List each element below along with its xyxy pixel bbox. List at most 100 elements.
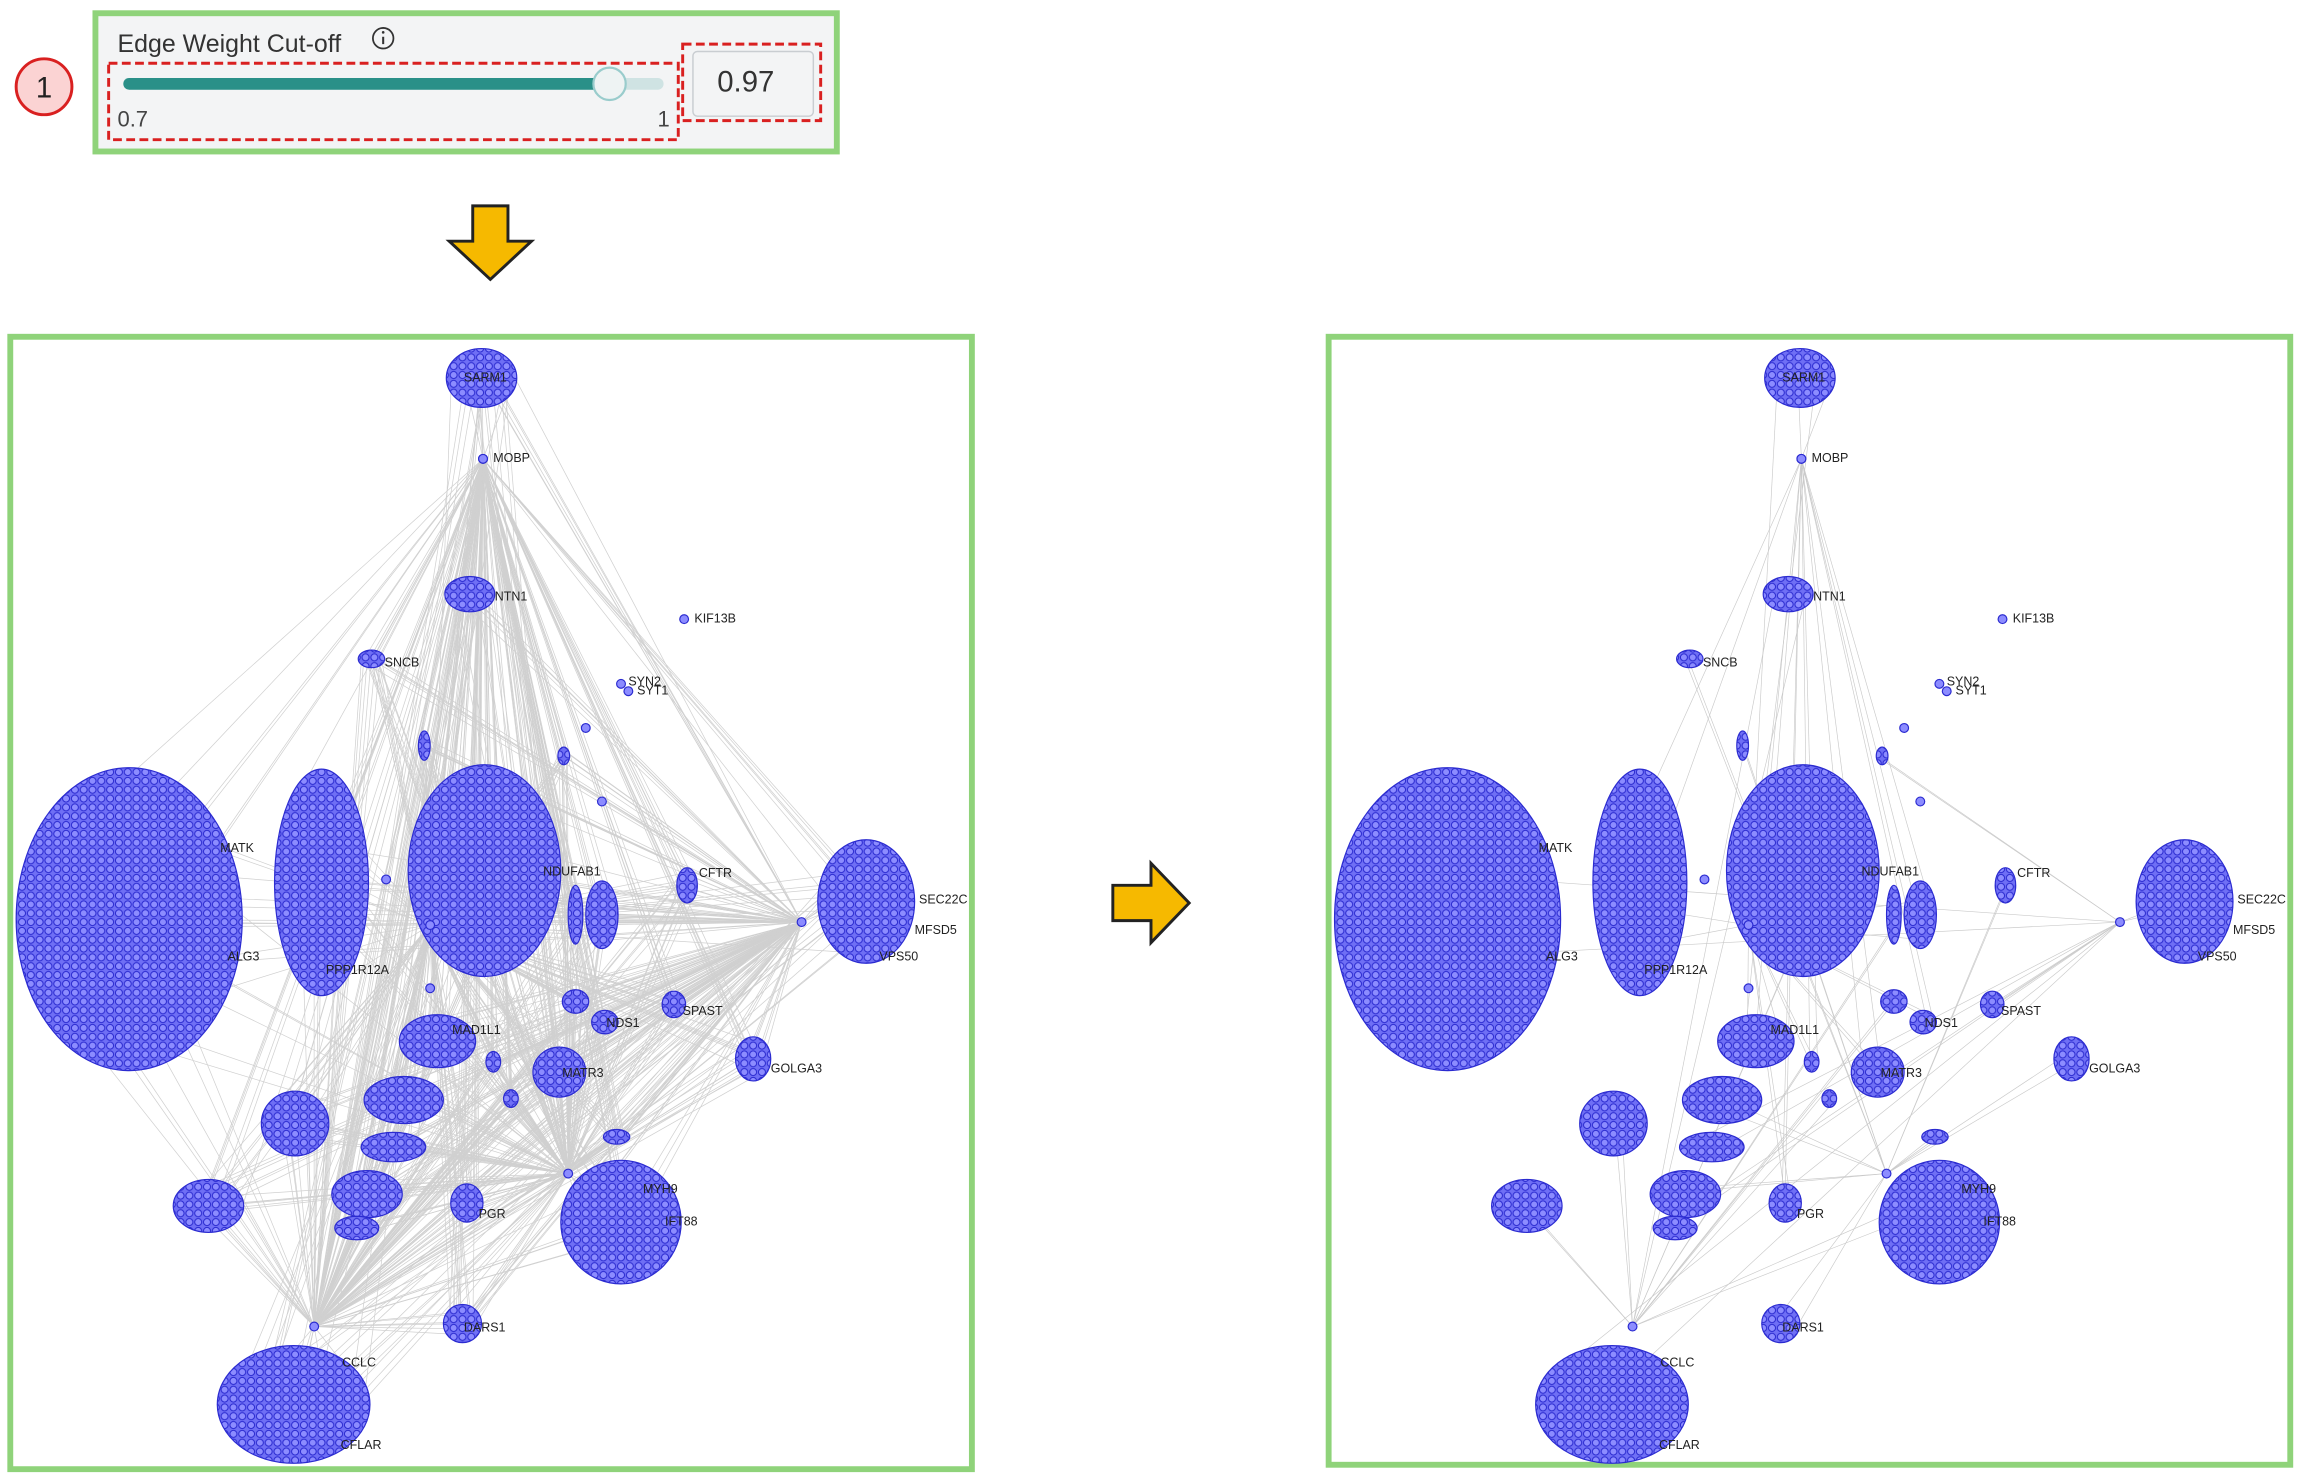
node [425, 920, 436, 931]
node [1796, 453, 1807, 464]
node-label: PGR [479, 1207, 506, 1221]
node-label: MOBP [493, 451, 530, 465]
node-cluster [1768, 1183, 1802, 1223]
node-cluster [1994, 867, 2017, 904]
edge [313, 1000, 676, 1327]
edge [191, 1027, 315, 1327]
edge [597, 921, 802, 1197]
slider[interactable]: 0.7 1 [117, 66, 670, 132]
node [1915, 796, 1926, 807]
edge [454, 1173, 569, 1311]
edge [490, 375, 802, 923]
edge [757, 921, 802, 1063]
slider-label: Edge Weight Cut-off [117, 30, 341, 58]
node-cluster [557, 746, 571, 766]
edge [313, 1210, 470, 1327]
node [309, 1321, 320, 1332]
node-label: CCLC [342, 1356, 376, 1370]
edge [482, 361, 569, 1174]
node-label: SYT1 [1956, 683, 1987, 697]
edge [341, 924, 431, 981]
node-label: MYH9 [643, 1182, 678, 1196]
edge [1621, 1124, 1633, 1327]
node-label: CFTR [699, 866, 732, 880]
slider-min: 0.7 [117, 106, 148, 131]
edge [482, 458, 595, 897]
node [1997, 614, 2008, 625]
edge [314, 1326, 469, 1330]
node-label: IFT88 [665, 1214, 698, 1228]
node [563, 1168, 574, 1179]
edge [471, 1173, 569, 1315]
edge [567, 907, 600, 1174]
edge [1698, 1173, 1887, 1192]
edge [318, 924, 431, 1112]
edge [187, 458, 484, 887]
edge [646, 921, 802, 1192]
edge [286, 924, 431, 1414]
node [425, 983, 436, 994]
node [1881, 1168, 1892, 1179]
edge [482, 458, 614, 902]
edge [567, 1001, 673, 1174]
edge [509, 368, 802, 923]
edge [482, 458, 878, 902]
edge [567, 1008, 679, 1174]
edge [624, 921, 802, 1135]
edge [313, 747, 428, 1327]
edge [609, 921, 802, 941]
edge [1719, 921, 2121, 1149]
step-number: 1 [36, 71, 52, 104]
node [381, 874, 392, 885]
node-label: GOLGA3 [2089, 1061, 2140, 1075]
node-label: CFLAR [1659, 1438, 1700, 1452]
value-input[interactable] [692, 50, 815, 117]
edge [313, 658, 362, 1327]
node-label: NDUFAB1 [543, 864, 601, 878]
edge [593, 897, 802, 923]
edge [211, 1210, 315, 1327]
node-cluster [1592, 768, 1688, 997]
edge [268, 924, 431, 1365]
step-badge [14, 57, 74, 117]
edge [273, 458, 484, 1145]
edge [688, 879, 802, 923]
edge [313, 1006, 676, 1327]
edge [289, 1134, 315, 1327]
edge [313, 1059, 757, 1327]
edge [762, 921, 802, 1063]
edge [116, 458, 484, 788]
node-cluster [1535, 1345, 1689, 1464]
edge [313, 663, 381, 1327]
node [580, 722, 591, 733]
edge [482, 458, 565, 755]
edge [1792, 1173, 1887, 1334]
edge [377, 924, 431, 1088]
node-cluster [485, 1050, 502, 1073]
edge [410, 921, 802, 1032]
node-label: KIF13B [2013, 611, 2055, 625]
highlight-box [107, 61, 680, 142]
edge [313, 1016, 673, 1327]
edge [747, 921, 802, 1053]
edge [567, 1064, 764, 1174]
edge [482, 458, 577, 1058]
info-icon[interactable] [372, 27, 395, 50]
node-label: VPS50 [2198, 950, 2237, 964]
edge [313, 1005, 574, 1327]
node-cluster [1903, 880, 1938, 950]
node-cluster [1803, 1050, 1820, 1073]
node-label: SPAST [683, 1004, 723, 1018]
node [2114, 917, 2125, 928]
node-cluster [591, 1009, 619, 1035]
node-cluster [1875, 746, 1889, 766]
edge [500, 381, 569, 1174]
node-label: NTN1 [495, 589, 528, 603]
edge [414, 921, 802, 1026]
edge [377, 1173, 569, 1187]
edge [429, 924, 593, 1214]
edge [755, 921, 802, 1041]
node [596, 796, 607, 807]
edge [1632, 1008, 1886, 1327]
edge [1632, 1092, 1826, 1327]
